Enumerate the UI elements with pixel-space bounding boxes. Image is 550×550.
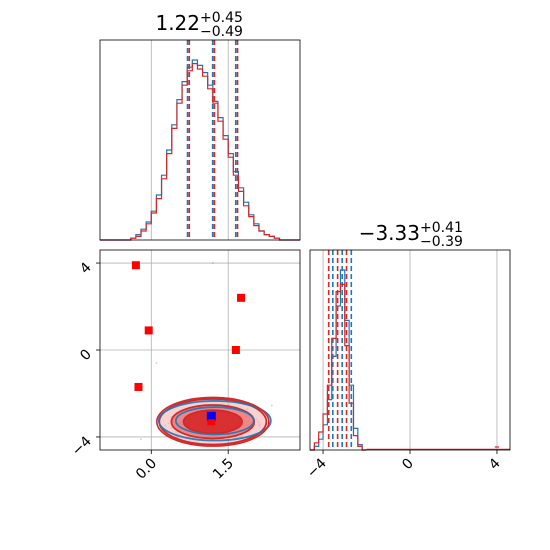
- joint-panel: 0.0 1.5 −4 0 4: [69, 249, 301, 483]
- hist-2-title-plus: +0.41: [420, 220, 463, 236]
- joint-contour-red-outer: [155, 396, 270, 447]
- joint-outlier-dot-3: [140, 438, 142, 441]
- hist-1-title-value: 1.22: [155, 11, 200, 35]
- hist-2-red-series: [310, 283, 367, 451]
- hist-2-xtick-label-0: −4: [304, 455, 330, 481]
- joint-red-square-4: [237, 293, 246, 302]
- joint-contour-blue-0: [157, 400, 272, 442]
- hist-2-grid: [322, 250, 510, 450]
- hist-panel-1: 1.22 +0.45 −0.49: [99, 10, 301, 241]
- joint-ytick-label-1: 0: [77, 347, 95, 365]
- joint-markers: [131, 261, 246, 426]
- joint-contours: [155, 396, 272, 447]
- hist-2-title-value: −3.33: [359, 221, 420, 245]
- hist-1-title-minus: −0.49: [200, 24, 243, 40]
- hist-2-xtick-label-1: 0: [399, 456, 417, 474]
- joint-xtick-label-0: 0.0: [133, 456, 160, 483]
- hist-2-xtick-label-2: 4: [486, 455, 504, 473]
- joint-xtick-label-1: 1.5: [210, 456, 237, 483]
- joint-red-square-0: [131, 261, 140, 270]
- joint-red-square-2: [134, 382, 143, 391]
- hist-1-frame: [99, 39, 301, 241]
- joint-red-square-3: [231, 346, 240, 354]
- joint-red-square-1: [144, 326, 153, 335]
- joint-ytick-label-0: −4: [69, 433, 95, 459]
- hist-panel-2: −4 0 4 −3.33 +0.41 −0.39: [304, 220, 511, 481]
- hist-2-title-minus: −0.39: [420, 234, 463, 250]
- joint-outlier-dot-0: [211, 262, 214, 264]
- joint-outlier-dot-2: [270, 404, 273, 407]
- hist-2-ticks: −4 0 4: [304, 450, 504, 481]
- hist-2-quantile-lines: [327, 250, 353, 450]
- joint-contour-blue-1: [174, 406, 255, 436]
- joint-blue-square: [206, 411, 216, 421]
- hist-2-blue-series: [310, 269, 367, 451]
- hist-1-title-plus: +0.45: [200, 10, 243, 26]
- joint-red-square-under-blue: [207, 419, 216, 426]
- joint-ytick-label-2: 4: [77, 260, 95, 278]
- joint-outlier-dot-1: [155, 362, 158, 364]
- hist-1-red-series: [100, 63, 300, 241]
